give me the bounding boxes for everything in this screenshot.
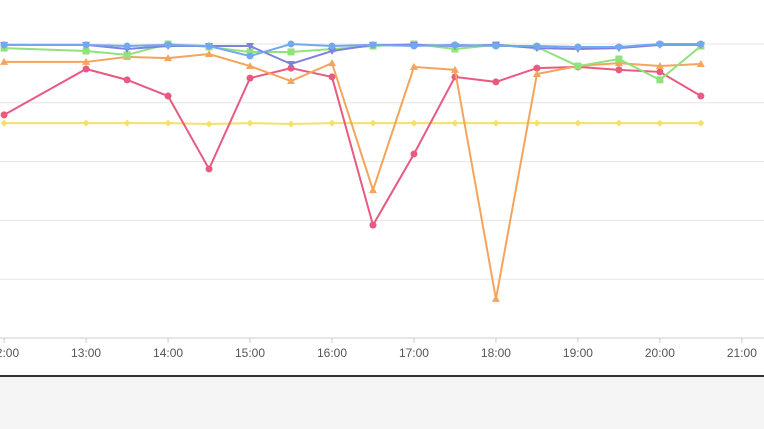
point (164, 119, 172, 127)
point (82, 47, 90, 55)
point (491, 294, 500, 302)
point (615, 55, 623, 63)
point (246, 43, 255, 51)
point (287, 40, 295, 48)
point (533, 42, 541, 50)
point (205, 49, 214, 57)
x-tick-label: 20:00 (645, 346, 675, 360)
x-tick-label: 17:00 (399, 346, 429, 360)
point (615, 119, 623, 127)
point (655, 62, 664, 70)
point (246, 119, 254, 127)
x-tick-label: 13:00 (71, 346, 101, 360)
series-line (4, 52, 701, 300)
series-line (4, 42, 701, 58)
point (82, 65, 90, 73)
point (123, 76, 131, 84)
chart: 12:00 13:00 14:00 15:00 16:00 17:00 18:00 19:00… (0, 40, 764, 360)
point (246, 48, 254, 56)
point (246, 74, 254, 82)
point (123, 119, 131, 127)
point (656, 119, 664, 127)
point (410, 150, 418, 158)
point (164, 41, 172, 49)
point (656, 40, 664, 48)
point (533, 64, 541, 72)
point (164, 92, 172, 100)
point (82, 41, 90, 49)
point (696, 59, 705, 67)
point (0, 119, 8, 127)
point (492, 78, 500, 86)
x-tick-label: 21:00 (727, 346, 757, 360)
point (123, 42, 131, 50)
point (327, 48, 336, 56)
point (532, 69, 541, 77)
point (369, 41, 377, 49)
point (614, 59, 623, 67)
footer-panel (0, 375, 764, 429)
point (574, 43, 582, 51)
x-tick-label: 14:00 (153, 346, 183, 360)
point (82, 57, 91, 65)
point (327, 59, 336, 67)
point (287, 48, 295, 56)
point (0, 57, 9, 65)
point (533, 119, 541, 127)
point (574, 119, 582, 127)
point (328, 42, 336, 50)
point (164, 54, 173, 62)
point (205, 120, 213, 128)
point (697, 92, 705, 100)
point (287, 120, 295, 128)
point (205, 165, 213, 173)
point (410, 119, 418, 127)
point (697, 119, 705, 127)
point (574, 62, 582, 70)
point (246, 52, 254, 60)
point (123, 51, 131, 59)
point (287, 77, 296, 85)
x-tick-label: 18:00 (481, 346, 511, 360)
point (656, 76, 664, 84)
point (205, 42, 213, 50)
point (369, 221, 377, 229)
point (410, 42, 418, 50)
point (287, 60, 296, 68)
x-tick-label: 16:00 (317, 346, 347, 360)
point (328, 73, 336, 81)
point (492, 42, 500, 50)
point (615, 66, 623, 74)
point (328, 119, 336, 127)
x-tick-label: 19:00 (563, 346, 593, 360)
point (287, 64, 295, 72)
point (615, 43, 623, 51)
point (246, 62, 255, 70)
point (368, 186, 377, 194)
point (0, 111, 8, 119)
point (492, 119, 500, 127)
point (450, 65, 459, 73)
point (82, 119, 90, 127)
point (451, 41, 459, 49)
point (451, 119, 459, 127)
point (656, 68, 664, 76)
x-tick-label: 12:00 (0, 346, 19, 360)
x-tick-label: 15:00 (235, 346, 265, 360)
point (697, 40, 705, 48)
point (369, 119, 377, 127)
series-line (3, 65, 702, 228)
point (409, 62, 418, 70)
point (0, 41, 8, 49)
